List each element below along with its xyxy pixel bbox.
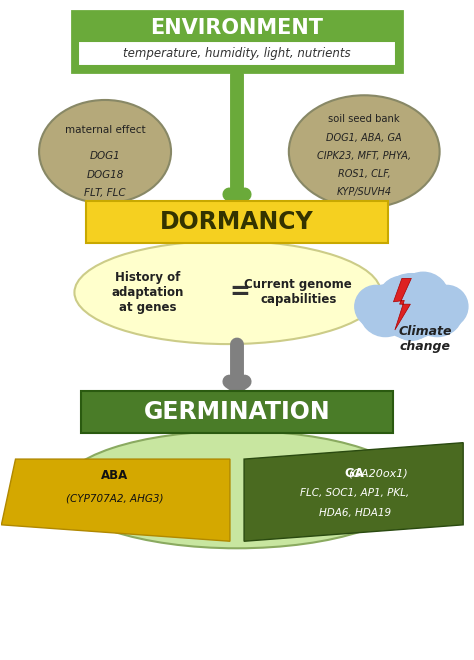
Polygon shape xyxy=(1,459,230,541)
Circle shape xyxy=(390,298,433,341)
Circle shape xyxy=(397,273,449,324)
Ellipse shape xyxy=(289,95,439,208)
Text: (GA20ox1): (GA20ox1) xyxy=(348,468,408,478)
Text: GERMINATION: GERMINATION xyxy=(144,400,330,424)
Text: History of
adaptation
at genes: History of adaptation at genes xyxy=(111,271,183,314)
Text: ABA: ABA xyxy=(101,469,128,482)
Circle shape xyxy=(359,285,411,337)
Text: DORMANCY: DORMANCY xyxy=(160,210,314,234)
Circle shape xyxy=(355,285,397,327)
Text: maternal effect: maternal effect xyxy=(65,125,146,135)
FancyBboxPatch shape xyxy=(82,391,392,433)
FancyBboxPatch shape xyxy=(78,40,396,66)
Polygon shape xyxy=(393,279,411,330)
FancyBboxPatch shape xyxy=(86,201,388,243)
Circle shape xyxy=(378,277,426,323)
Text: temperature, humidity, light, nutrients: temperature, humidity, light, nutrients xyxy=(123,47,351,60)
FancyBboxPatch shape xyxy=(72,11,402,72)
Text: =: = xyxy=(229,280,250,304)
Polygon shape xyxy=(244,443,463,541)
Text: FLC, SOC1, AP1, PKL,: FLC, SOC1, AP1, PKL, xyxy=(300,488,410,498)
Text: soil seed bank: soil seed bank xyxy=(328,114,400,123)
Text: GA: GA xyxy=(346,467,368,480)
Text: ROS1, CLF,: ROS1, CLF, xyxy=(338,169,391,179)
Text: DOG1, ABA, GA: DOG1, ABA, GA xyxy=(327,133,402,143)
Text: Current genome
capabilities: Current genome capabilities xyxy=(245,279,352,306)
Text: ENVIRONMENT: ENVIRONMENT xyxy=(151,18,323,38)
Circle shape xyxy=(378,274,444,339)
Text: FLT, FLC: FLT, FLC xyxy=(84,188,126,198)
Circle shape xyxy=(426,285,468,327)
Text: Climate
change: Climate change xyxy=(399,325,452,353)
Circle shape xyxy=(411,285,463,337)
Text: DOG18: DOG18 xyxy=(86,170,124,180)
Text: (CYP707A2, AHG3): (CYP707A2, AHG3) xyxy=(66,493,163,503)
Ellipse shape xyxy=(60,431,414,548)
Text: HDA6, HDA19: HDA6, HDA19 xyxy=(319,508,391,518)
Text: CIPK23, MFT, PHYA,: CIPK23, MFT, PHYA, xyxy=(317,151,411,161)
Ellipse shape xyxy=(39,100,171,203)
Ellipse shape xyxy=(74,241,381,344)
Text: KYP/SUVH4: KYP/SUVH4 xyxy=(337,187,392,197)
Text: DOG1: DOG1 xyxy=(90,151,120,161)
